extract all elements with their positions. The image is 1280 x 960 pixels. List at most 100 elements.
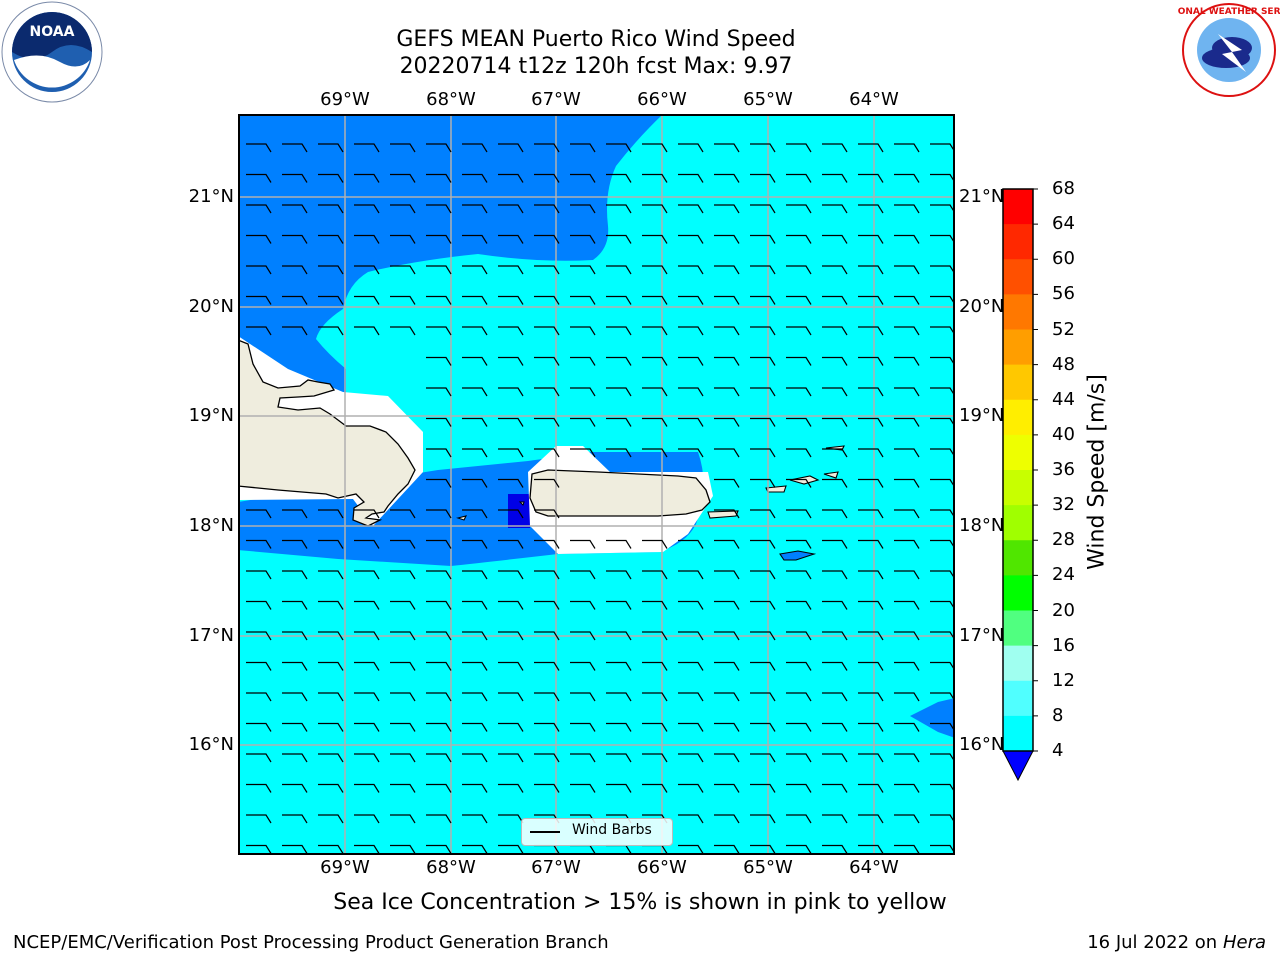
wind-barb — [390, 143, 416, 153]
wind-barb — [858, 356, 884, 366]
land-st-croix — [779, 550, 817, 561]
wind-barb — [750, 417, 776, 427]
wind-barb — [462, 448, 488, 458]
colorbar-segment — [1003, 364, 1033, 401]
colorbar-segment — [1003, 259, 1033, 295]
wind-barb — [498, 448, 524, 458]
wind-barb — [534, 265, 560, 275]
wind-barb — [390, 692, 416, 702]
wind-barb — [714, 326, 740, 336]
lat-label-left: 20°N — [188, 296, 234, 317]
wind-barb — [822, 265, 848, 275]
wind-barb — [822, 783, 848, 793]
wind-barb — [426, 448, 452, 458]
wind-barb — [714, 661, 740, 671]
wind-barb — [714, 783, 740, 793]
wind-barb — [318, 844, 344, 854]
wind-barb — [246, 234, 272, 244]
wind-barb — [750, 753, 776, 763]
wind-barb — [858, 204, 884, 214]
wind-barb — [858, 265, 884, 275]
wind-barb — [426, 722, 452, 732]
wind-barb — [642, 448, 668, 458]
wind-barb — [462, 844, 488, 854]
wind-barb — [282, 570, 308, 580]
wind-barb — [318, 661, 344, 671]
wind-barb — [822, 204, 848, 214]
wind-barb — [894, 356, 920, 366]
wind-barb — [822, 722, 848, 732]
wind-barb — [570, 783, 596, 793]
wind-barb — [786, 204, 812, 214]
wind-barb — [678, 295, 704, 305]
wind-barb — [570, 631, 596, 641]
wind-barb — [282, 265, 308, 275]
colorbar-axis-label: Wind Speed [m/s] — [1084, 374, 1110, 570]
wind-barb — [390, 722, 416, 732]
wind-barb — [894, 814, 920, 824]
wind-barb — [606, 326, 632, 336]
wind-barb — [246, 143, 272, 153]
wind-barb — [498, 478, 524, 488]
wind-barb — [246, 570, 272, 580]
wind-barb — [282, 600, 308, 610]
wind-barb — [462, 753, 488, 763]
wind-barb — [534, 509, 560, 519]
wind-barb — [498, 295, 524, 305]
wind-barb — [246, 509, 272, 519]
colorbar-segment — [1003, 434, 1033, 471]
wind-barb — [786, 722, 812, 732]
wind-barb — [246, 783, 272, 793]
wind-barb — [534, 295, 560, 305]
wind-barb — [606, 448, 632, 458]
wind-barb — [606, 417, 632, 427]
wind-barb — [462, 814, 488, 824]
wind-barb — [606, 173, 632, 183]
wind-barb — [714, 417, 740, 427]
lon-label-top: 65°W — [743, 89, 793, 110]
wind-barb — [678, 356, 704, 366]
wind-barb — [462, 326, 488, 336]
wind-barb — [318, 234, 344, 244]
wind-barb — [786, 417, 812, 427]
wind-barb — [750, 722, 776, 732]
wind-barb — [318, 570, 344, 580]
wind-barb — [606, 570, 632, 580]
wind-barb — [894, 173, 920, 183]
wind-barb — [354, 661, 380, 671]
colorbar-tick-label: 32 — [1052, 494, 1075, 516]
wind-barb — [714, 356, 740, 366]
wind-barb — [246, 173, 272, 183]
wind-barb — [822, 661, 848, 671]
wind-barb — [678, 173, 704, 183]
wind-barb — [390, 570, 416, 580]
wind-barb — [246, 844, 272, 854]
lon-label-bottom: 67°W — [531, 857, 581, 878]
wind-barb — [498, 753, 524, 763]
wind-barb — [282, 783, 308, 793]
wind-barb — [390, 661, 416, 671]
wind-barb — [354, 539, 380, 549]
wind-barb — [282, 722, 308, 732]
wind-barb — [390, 509, 416, 519]
wind-barb — [642, 783, 668, 793]
wind-barb — [714, 753, 740, 763]
wind-barb — [534, 600, 560, 610]
wind-barb — [786, 570, 812, 580]
wind-barb — [606, 143, 632, 153]
wind-barb — [642, 295, 668, 305]
wind-barb — [822, 387, 848, 397]
colorbar-segment — [1003, 540, 1033, 576]
wind-barb-legend-line — [530, 831, 560, 833]
colorbar-tick-label: 60 — [1052, 248, 1075, 270]
wind-barb — [642, 234, 668, 244]
wind-barb — [318, 143, 344, 153]
wind-barb — [894, 204, 920, 214]
wind-barb — [642, 600, 668, 610]
lat-label-right: 18°N — [959, 515, 1005, 536]
wind-barb — [786, 387, 812, 397]
colorbar-tick-label: 40 — [1052, 423, 1075, 445]
wind-barb — [786, 509, 812, 519]
lon-label-top: 66°W — [637, 89, 687, 110]
wind-barb — [534, 722, 560, 732]
